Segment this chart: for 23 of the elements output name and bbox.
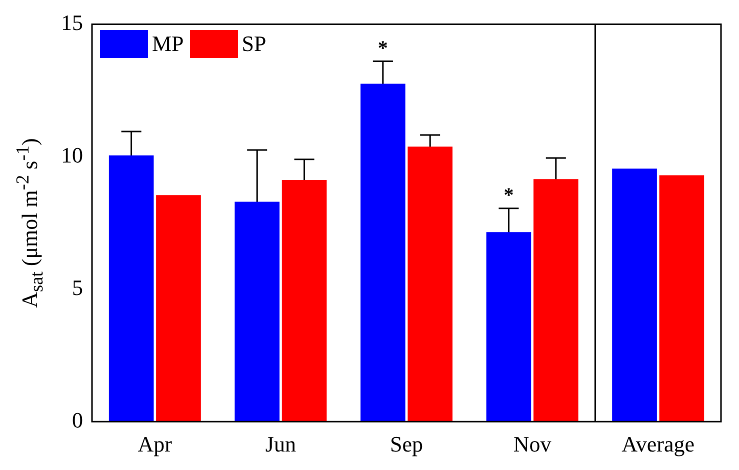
x-tick-label: Jun [265, 432, 296, 457]
bar [486, 232, 532, 422]
x-tick-label: Sep [390, 432, 423, 457]
bar [156, 195, 201, 422]
y-tick-label: 0 [72, 407, 83, 432]
bar [612, 168, 657, 422]
annotation: * [504, 184, 514, 206]
bar [234, 202, 280, 422]
y-tick-label: 10 [61, 142, 83, 168]
bar [108, 155, 154, 422]
annotation: * [378, 37, 388, 60]
x-tick-label: Apr [138, 432, 173, 457]
bar [408, 146, 452, 422]
bar [360, 84, 406, 422]
legend-label: SP [242, 31, 266, 58]
y-tick-label: 5 [72, 274, 83, 300]
y-tick-label: 15 [61, 10, 83, 35]
bar [659, 175, 704, 422]
legend-label: MP [152, 31, 184, 58]
x-tick-label: Nov [513, 432, 552, 457]
bar [533, 179, 578, 422]
x-tick-label: Average [622, 432, 695, 457]
bar [282, 180, 327, 422]
